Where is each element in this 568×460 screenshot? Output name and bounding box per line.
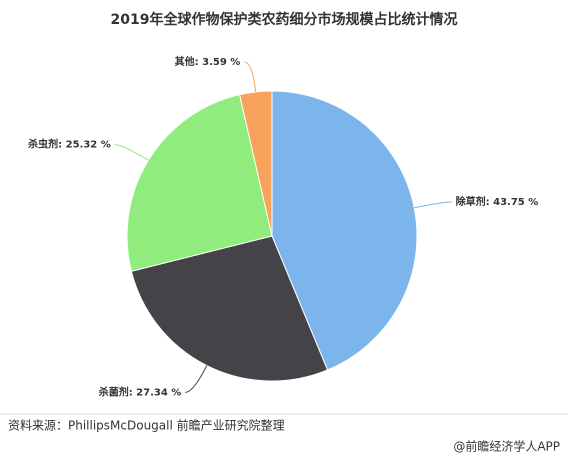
pie-slice [238,90,273,237]
pie-slice [130,235,329,382]
data-label: 杀菌剂: 27.34 % [99,385,182,398]
leader-line [185,365,208,393]
pie-slice [126,94,273,272]
leader-line [244,61,257,92]
data-label: 杀虫剂: 25.32 % [28,138,111,151]
chart-title: 2019年全球作物保护类农药细分市场规模占比统计情况 [111,11,458,28]
data-label: 其他: 3.59 % [175,55,241,68]
leader-line [114,144,149,161]
data-label: 除草剂: 43.75 % [456,195,539,208]
credit: @前瞻经济学人APP [453,439,560,454]
leader-line [414,201,452,209]
source: 资料来源：PhillipsMcDougall 前瞻产业研究院整理 [8,418,285,433]
